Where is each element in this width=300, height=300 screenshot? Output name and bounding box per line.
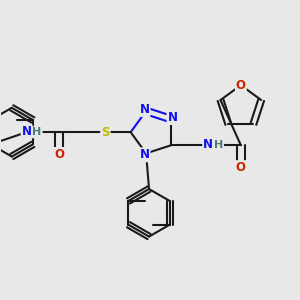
Text: N: N bbox=[203, 138, 213, 151]
Text: O: O bbox=[236, 161, 246, 174]
Text: N: N bbox=[140, 148, 150, 161]
Text: O: O bbox=[236, 79, 246, 92]
Text: N: N bbox=[140, 103, 150, 116]
Text: H: H bbox=[32, 127, 42, 137]
Text: O: O bbox=[54, 148, 64, 161]
Text: N: N bbox=[167, 111, 178, 124]
Text: N: N bbox=[22, 125, 32, 138]
Text: H: H bbox=[214, 140, 223, 150]
Text: S: S bbox=[101, 126, 110, 139]
